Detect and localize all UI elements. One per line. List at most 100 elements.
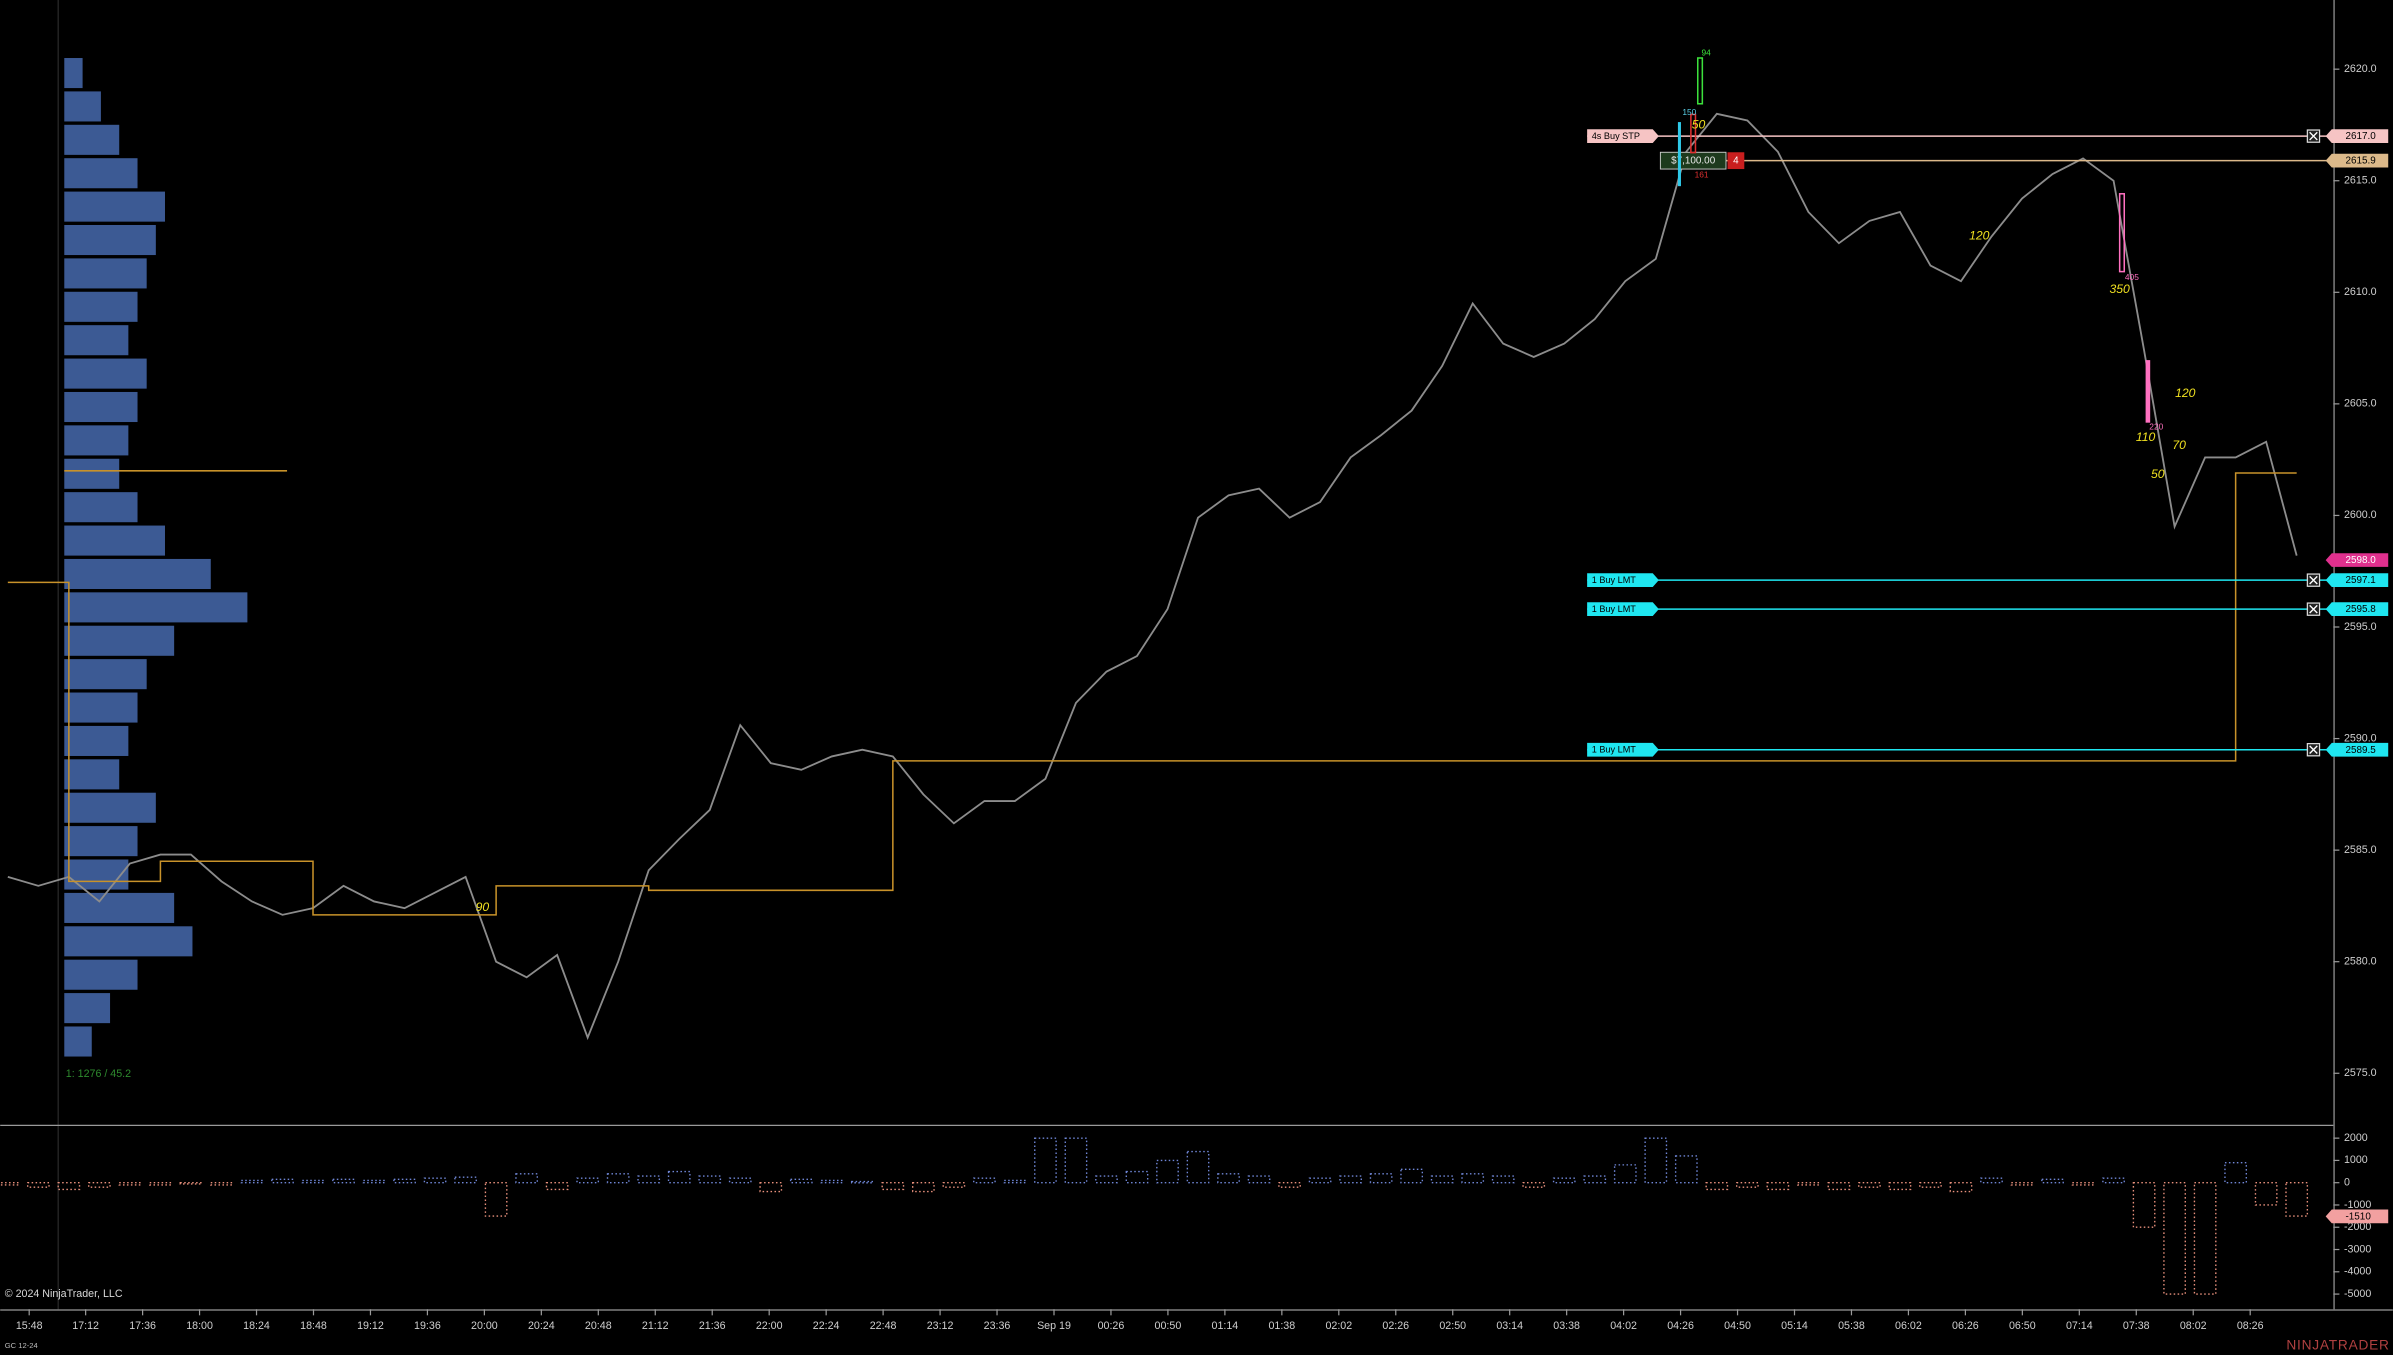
delta-bar <box>728 1177 752 1184</box>
volume-profile-bar <box>64 58 83 89</box>
delta-bar <box>1095 1175 1118 1184</box>
x-tick-label: 05:38 <box>1838 1320 1865 1332</box>
annotation: 220 <box>2149 421 2163 431</box>
indicator-tag <box>2325 1209 2389 1224</box>
x-tick-label: 00:50 <box>1155 1320 1182 1332</box>
x-tick-label: 01:38 <box>1268 1320 1295 1332</box>
y-tick-label: -3000 <box>2344 1243 2371 1255</box>
brand: NINJATRADER <box>2286 1337 2389 1352</box>
volume-profile-bar <box>64 158 138 189</box>
order-close-button[interactable] <box>2306 602 2321 616</box>
delta-bar <box>1156 1159 1179 1184</box>
delta-bar <box>271 1178 294 1184</box>
price-tag-label: 2597.1 <box>2346 575 2377 586</box>
x-tick-label: 23:12 <box>927 1320 954 1332</box>
delta-bar <box>2102 1177 2125 1184</box>
delta-bar <box>2041 1178 2064 1184</box>
annotations: 90 120 350 110 70 120 50 50 <box>476 117 2196 914</box>
volume-profile-bar <box>64 625 175 656</box>
order-tag[interactable] <box>1587 742 1659 757</box>
volume-profile-bar <box>64 425 129 456</box>
delta-bar <box>850 1180 874 1184</box>
annotation: 50 <box>2151 467 2165 481</box>
indicator-tag-label: -1510 <box>2346 1211 2372 1222</box>
chart-layer: 2575.0 2580.0 2585.0 2590.0 2595.0 2600.0 2605… <box>0 58 2389 1332</box>
volume-profile-bar <box>64 725 129 756</box>
annotation: 405 <box>2125 272 2139 282</box>
volume-profile-bar <box>64 391 138 423</box>
delta-bar <box>576 1177 600 1184</box>
y-tick-label: 2615.0 <box>2344 175 2377 187</box>
x-tick-label: 17:12 <box>72 1320 99 1332</box>
x-tick-label: 19:12 <box>357 1320 384 1332</box>
delta-bar <box>1583 1175 1607 1184</box>
order-tag[interactable] <box>1587 573 1659 588</box>
y-tick-label: 2000 <box>2344 1132 2368 1144</box>
delta-bar <box>454 1176 477 1184</box>
delta-bar <box>1278 1182 1301 1188</box>
order-close-button[interactable] <box>2306 129 2321 143</box>
volume-profile-bar <box>64 792 156 823</box>
price-tag <box>2325 153 2389 168</box>
delta-bar <box>1827 1182 1851 1191</box>
volume-profile-bar <box>64 525 165 556</box>
x-tick-label: 04:26 <box>1667 1320 1694 1332</box>
copyright: © 2024 NinjaTrader, LLC <box>5 1288 123 1300</box>
delta-bar <box>1522 1182 1546 1188</box>
delta-bar <box>789 1178 813 1184</box>
signal-bar <box>1677 122 1681 187</box>
delta-bar <box>2163 1182 2186 1295</box>
delta-bar <box>1186 1150 1210 1184</box>
order-label: 1 Buy LMT <box>1592 575 1637 585</box>
order-close-button[interactable] <box>2306 573 2321 587</box>
volume-profile-bar <box>64 993 111 1024</box>
x-tick-label: 21:12 <box>642 1320 669 1332</box>
x-tick-label: 23:36 <box>984 1320 1011 1332</box>
delta-bar <box>1766 1182 1790 1191</box>
delta-bar <box>1369 1173 1393 1184</box>
profile-label: 1: 1276 / 45.2 <box>66 1068 131 1080</box>
delta-bar <box>545 1182 569 1191</box>
volume-profile-bar <box>64 826 138 857</box>
x-tick-label: 07:14 <box>2066 1320 2093 1332</box>
delta-bar <box>2254 1182 2278 1206</box>
y-tick-label: 2580.0 <box>2344 956 2377 968</box>
y-tick-label: -2000 <box>2344 1221 2371 1233</box>
order-label: 1 Buy LMT <box>1592 745 1637 755</box>
price-line <box>7 112 2298 1041</box>
x-tick-label: 02:26 <box>1382 1320 1409 1332</box>
delta-bar <box>1919 1182 1942 1188</box>
position-qty-box[interactable] <box>1727 152 1745 170</box>
volume-profile-bar <box>64 191 165 222</box>
x-tick-label: 04:50 <box>1724 1320 1751 1332</box>
volume-profile-bar <box>64 926 193 957</box>
x-tick-label: 15:48 <box>16 1320 43 1332</box>
x-tick-label: 02:02 <box>1325 1320 1352 1332</box>
y-tick-label: 1000 <box>2344 1154 2368 1166</box>
price-tag <box>2325 553 2389 567</box>
delta-bar <box>1034 1137 1057 1184</box>
delta-bar <box>2224 1161 2248 1184</box>
y-tick-label: -4000 <box>2344 1266 2371 1278</box>
delta-bar <box>942 1182 966 1188</box>
delta-bar <box>179 1182 203 1185</box>
y-tick-label: 2595.0 <box>2344 621 2377 633</box>
order-close-button[interactable] <box>2306 743 2321 757</box>
delta-bar <box>88 1182 111 1188</box>
x-tick-label: 04:02 <box>1610 1320 1637 1332</box>
x-tick-label: 06:26 <box>1952 1320 1979 1332</box>
delta-bar <box>759 1182 783 1193</box>
delta-bar <box>1491 1175 1515 1184</box>
annotation: 90 <box>476 900 490 914</box>
delta-bar <box>26 1182 50 1188</box>
x-tick-label: 08:26 <box>2237 1320 2264 1332</box>
instrument: GC 12-24 <box>5 1341 39 1350</box>
annotation: 120 <box>1969 229 1990 243</box>
delta-bar <box>973 1177 996 1184</box>
x-tick-label: 07:38 <box>2123 1320 2150 1332</box>
order-tag[interactable] <box>1587 129 1659 143</box>
order-tag[interactable] <box>1587 602 1659 617</box>
delta-bar <box>1888 1182 1912 1191</box>
delta-bar <box>1735 1182 1759 1188</box>
